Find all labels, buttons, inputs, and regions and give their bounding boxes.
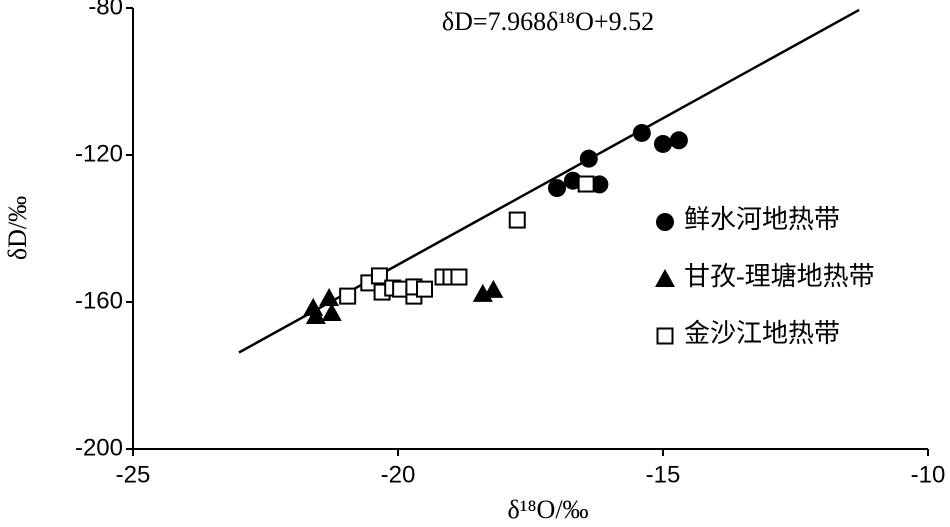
point (319, 287, 340, 306)
y-axis-label: δD/‰ (3, 196, 32, 260)
legend-marker (656, 327, 674, 345)
legend-label: 金沙江地热带 (684, 319, 840, 348)
point (669, 131, 688, 150)
point (339, 287, 357, 305)
x-tick-label: -25 (116, 461, 151, 488)
point (563, 171, 582, 190)
point (321, 303, 342, 322)
legend-marker (655, 269, 675, 287)
point (483, 279, 504, 298)
y-tick-label: -120 (75, 140, 123, 167)
x-tick-label: -10 (911, 461, 946, 488)
point (370, 267, 388, 285)
point (305, 305, 326, 324)
legend-marker (656, 213, 674, 231)
y-tick-label: -200 (75, 434, 123, 461)
chart-title: δD=7.968δ¹⁸O+9.52 (442, 7, 654, 36)
point (632, 123, 651, 142)
point (508, 211, 526, 229)
point (577, 175, 595, 193)
point (450, 268, 468, 286)
legend-label: 鲜水河地热带 (684, 205, 840, 234)
x-tick-label: -20 (381, 461, 416, 488)
point (548, 179, 566, 198)
point (579, 149, 598, 168)
x-axis-label: δ¹⁸O/‰ (507, 495, 588, 524)
point (416, 280, 433, 298)
legend-label: 甘孜-理塘地热带 (684, 262, 875, 291)
point (590, 175, 609, 194)
y-tick-label: -80 (88, 0, 123, 20)
point (654, 134, 672, 153)
y-tick-label: -160 (75, 287, 123, 314)
x-tick-label: -15 (646, 461, 681, 488)
